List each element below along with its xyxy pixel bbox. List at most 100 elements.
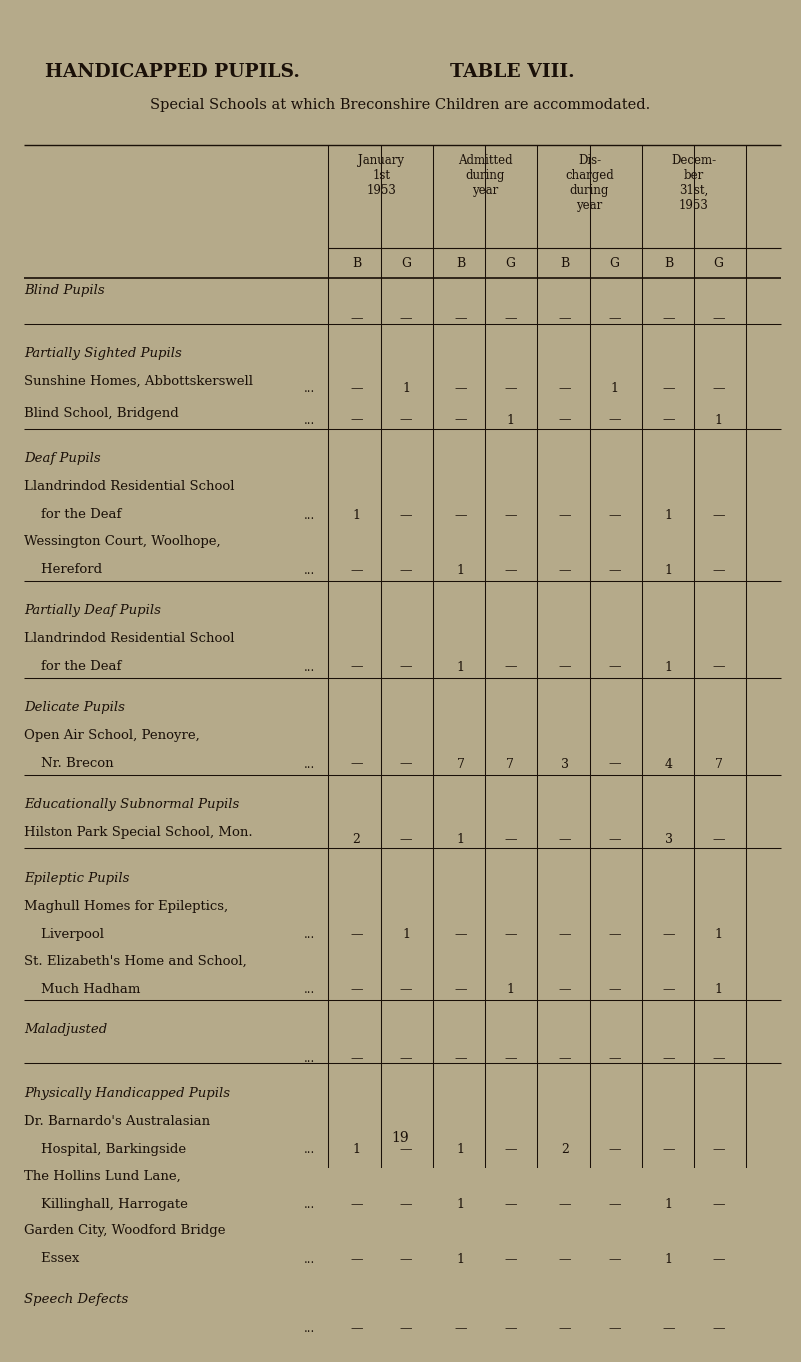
Text: for the Deaf: for the Deaf — [24, 508, 122, 522]
Text: 7: 7 — [714, 757, 723, 771]
Text: —: — — [662, 928, 675, 941]
Text: ...: ... — [304, 1199, 315, 1211]
Text: 1: 1 — [457, 564, 465, 576]
Text: —: — — [400, 509, 413, 522]
Text: —: — — [558, 983, 571, 996]
Text: ...: ... — [304, 414, 315, 426]
Text: —: — — [608, 1253, 621, 1265]
Text: 7: 7 — [457, 757, 465, 771]
Text: Partially Deaf Pupils: Partially Deaf Pupils — [24, 603, 161, 617]
Text: Much Hadham: Much Hadham — [24, 982, 140, 996]
Text: —: — — [454, 509, 467, 522]
Text: B: B — [560, 257, 570, 270]
Text: —: — — [400, 564, 413, 576]
Text: —: — — [558, 564, 571, 576]
Text: Liverpool: Liverpool — [24, 928, 104, 941]
Text: 1: 1 — [402, 928, 410, 941]
Text: Hilston Park Special School, Mon.: Hilston Park Special School, Mon. — [24, 825, 252, 839]
Text: G: G — [714, 257, 723, 270]
Text: Hospital, Barkingside: Hospital, Barkingside — [24, 1143, 186, 1155]
Text: —: — — [608, 1199, 621, 1211]
Text: —: — — [350, 661, 363, 674]
Text: —: — — [454, 1323, 467, 1335]
Text: Nr. Brecon: Nr. Brecon — [24, 757, 114, 770]
Text: January
1st
1953: January 1st 1953 — [358, 154, 405, 197]
Text: —: — — [712, 509, 725, 522]
Text: —: — — [454, 983, 467, 996]
Text: 3: 3 — [561, 757, 569, 771]
Text: —: — — [504, 381, 517, 395]
Text: —: — — [558, 928, 571, 941]
Text: —: — — [558, 312, 571, 326]
Text: 1: 1 — [714, 983, 723, 996]
Text: 1: 1 — [665, 661, 673, 674]
Text: ...: ... — [304, 1143, 315, 1156]
Text: —: — — [608, 983, 621, 996]
Text: —: — — [350, 1051, 363, 1065]
Text: Epileptic Pupils: Epileptic Pupils — [24, 872, 130, 884]
Text: —: — — [712, 312, 725, 326]
Text: Llandrindod Residential School: Llandrindod Residential School — [24, 481, 235, 493]
Text: —: — — [504, 661, 517, 674]
Text: —: — — [712, 1051, 725, 1065]
Text: —: — — [712, 834, 725, 846]
Text: TABLE VIII.: TABLE VIII. — [450, 63, 575, 82]
Text: —: — — [504, 1323, 517, 1335]
Text: —: — — [712, 564, 725, 576]
Text: —: — — [662, 983, 675, 996]
Text: —: — — [400, 661, 413, 674]
Text: —: — — [558, 509, 571, 522]
Text: ...: ... — [304, 1253, 315, 1265]
Text: —: — — [712, 661, 725, 674]
Text: —: — — [558, 1253, 571, 1265]
Text: Decem-
ber
31st,
1953: Decem- ber 31st, 1953 — [671, 154, 716, 212]
Text: —: — — [504, 312, 517, 326]
Text: —: — — [350, 564, 363, 576]
Text: —: — — [400, 1253, 413, 1265]
Text: 1: 1 — [506, 414, 514, 426]
Text: Maladjusted: Maladjusted — [24, 1023, 107, 1036]
Text: —: — — [558, 1051, 571, 1065]
Text: —: — — [662, 414, 675, 426]
Text: ...: ... — [304, 661, 315, 674]
Text: —: — — [712, 381, 725, 395]
Text: Admitted
during
year: Admitted during year — [458, 154, 513, 197]
Text: 1: 1 — [665, 509, 673, 522]
Text: ...: ... — [304, 381, 315, 395]
Text: Open Air School, Penoyre,: Open Air School, Penoyre, — [24, 729, 199, 742]
Text: for the Deaf: for the Deaf — [24, 661, 122, 673]
Text: G: G — [505, 257, 515, 270]
Text: Dr. Barnardo's Australasian: Dr. Barnardo's Australasian — [24, 1114, 210, 1128]
Text: —: — — [712, 1253, 725, 1265]
Text: Maghull Homes for Epileptics,: Maghull Homes for Epileptics, — [24, 900, 228, 913]
Text: —: — — [608, 509, 621, 522]
Text: —: — — [662, 1051, 675, 1065]
Text: 1: 1 — [714, 928, 723, 941]
Text: Partially Sighted Pupils: Partially Sighted Pupils — [24, 347, 182, 360]
Text: —: — — [608, 414, 621, 426]
Text: —: — — [350, 1199, 363, 1211]
Text: —: — — [608, 1143, 621, 1156]
Text: —: — — [400, 1143, 413, 1156]
Text: 1: 1 — [610, 381, 618, 395]
Text: 3: 3 — [665, 834, 673, 846]
Text: Delicate Pupils: Delicate Pupils — [24, 701, 125, 714]
Text: 19: 19 — [392, 1130, 409, 1145]
Text: —: — — [608, 312, 621, 326]
Text: —: — — [504, 1051, 517, 1065]
Text: —: — — [400, 414, 413, 426]
Text: Speech Defects: Speech Defects — [24, 1294, 128, 1306]
Text: —: — — [350, 928, 363, 941]
Text: 2: 2 — [561, 1143, 569, 1156]
Text: —: — — [504, 564, 517, 576]
Text: Essex: Essex — [24, 1253, 79, 1265]
Text: St. Elizabeth's Home and School,: St. Elizabeth's Home and School, — [24, 955, 247, 967]
Text: 7: 7 — [506, 757, 514, 771]
Text: —: — — [662, 381, 675, 395]
Text: —: — — [608, 1051, 621, 1065]
Text: Hereford: Hereford — [24, 563, 103, 576]
Text: —: — — [608, 1323, 621, 1335]
Text: —: — — [558, 414, 571, 426]
Text: —: — — [662, 1323, 675, 1335]
Text: ...: ... — [304, 1323, 315, 1335]
